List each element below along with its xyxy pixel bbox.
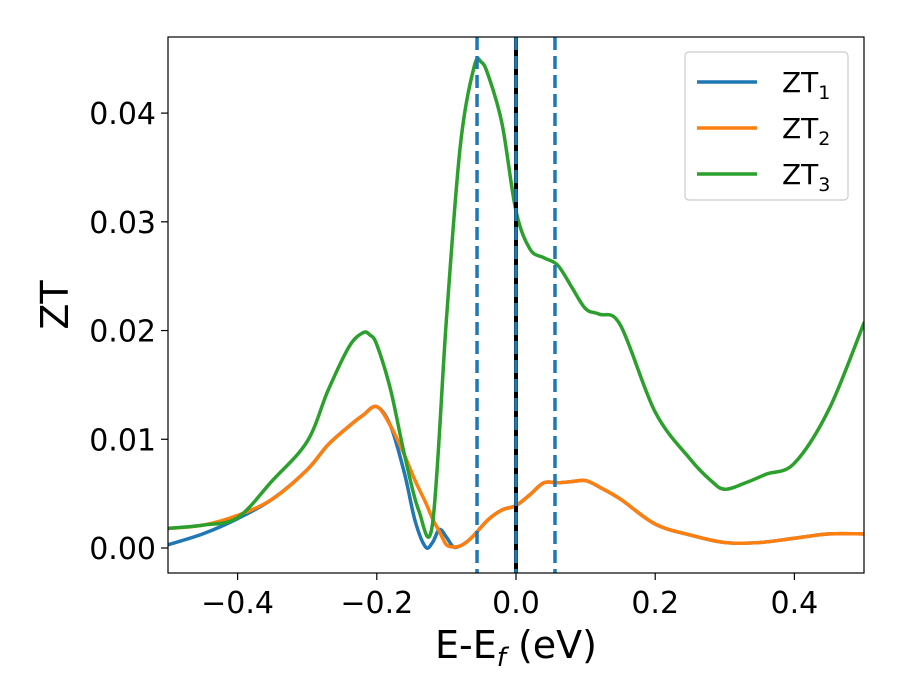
x-tick-label: 0.2 <box>631 586 679 621</box>
y-tick-label: 0.00 <box>89 532 156 567</box>
y-axis-label: ZT <box>33 280 77 330</box>
y-tick-label: 0.03 <box>89 206 156 241</box>
x-axis-label: E-Ef (eV) <box>435 623 597 673</box>
x-tick-label: −0.4 <box>201 586 274 621</box>
legend-items: ZT1 ZT2 ZT3 <box>697 66 830 196</box>
x-axis-ticks: −0.4 −0.2 0.0 0.2 0.4 <box>201 573 818 621</box>
x-axis-label-main: E-E <box>435 623 497 667</box>
x-tick-label: −0.2 <box>340 586 413 621</box>
reference-lines <box>475 37 557 573</box>
x-tick-label: 0.4 <box>771 586 819 621</box>
y-tick-label: 0.01 <box>89 423 156 458</box>
x-axis-label-suffix: (eV) <box>506 623 597 667</box>
y-axis-ticks: 0.00 0.01 0.02 0.03 0.04 <box>89 97 168 567</box>
legend-label-zt3: ZT3 <box>782 158 830 196</box>
y-tick-label: 0.02 <box>89 315 156 350</box>
x-tick-label: 0.0 <box>492 586 540 621</box>
legend-label-zt1: ZT1 <box>782 66 830 104</box>
series-lines <box>168 56 864 550</box>
series-line-zt2 <box>168 404 864 549</box>
y-tick-label: 0.04 <box>89 97 156 132</box>
legend-box <box>684 51 849 201</box>
legend: ZT1 ZT2 ZT3 <box>684 51 849 201</box>
series-line-zt3 <box>168 56 864 539</box>
legend-label-zt2: ZT2 <box>782 112 830 150</box>
